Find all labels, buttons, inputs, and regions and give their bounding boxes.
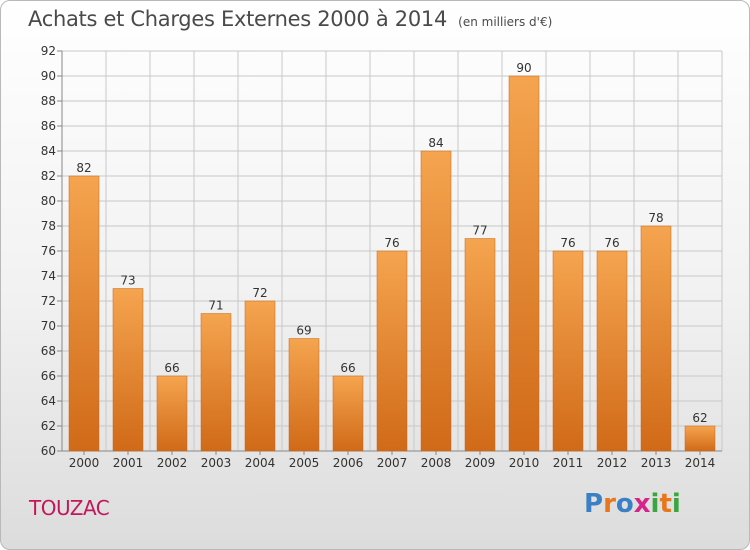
bar-2008 (420, 150, 452, 452)
data-label-2013: 78 (648, 211, 663, 225)
y-tick-label: 72 (41, 294, 56, 308)
data-label-2003: 71 (208, 299, 223, 313)
data-label-2002: 66 (164, 361, 179, 375)
bar-2000 (68, 175, 100, 452)
x-tick-label-2002: 2002 (157, 456, 188, 470)
bar-2006 (332, 375, 364, 452)
bar-2014 (684, 425, 716, 452)
logo-letter: x (633, 489, 651, 519)
x-tick-label-2012: 2012 (597, 456, 628, 470)
logo-letter: t (659, 489, 672, 519)
chart-subtitle: (en milliers d'€) (458, 15, 553, 29)
bar-2001 (112, 288, 144, 452)
data-label-2011: 76 (560, 236, 575, 250)
data-label-2006: 66 (340, 361, 355, 375)
x-tick-label-2011: 2011 (553, 456, 584, 470)
bars (68, 75, 716, 452)
bar-2002 (156, 375, 188, 452)
y-tick-label: 74 (41, 269, 56, 283)
bar-2007 (376, 250, 408, 452)
bar-2005 (288, 338, 320, 452)
data-label-2009: 77 (472, 224, 487, 238)
logo-letter: r (603, 489, 616, 519)
data-label-2005: 69 (296, 324, 311, 338)
data-label-2004: 72 (252, 286, 267, 300)
y-tick-label: 68 (41, 344, 56, 358)
data-label-2010: 90 (516, 61, 531, 75)
bar-2013 (640, 225, 672, 452)
chart-title-block: Achats et Charges Externes 2000 à 2014 (… (28, 7, 552, 31)
y-tick-label: 76 (41, 244, 56, 258)
x-tick-label-2003: 2003 (201, 456, 232, 470)
y-tick-label: 78 (41, 219, 56, 233)
x-tick-label-2004: 2004 (245, 456, 276, 470)
y-tick-label: 62 (41, 419, 56, 433)
bar-2010 (508, 75, 540, 452)
y-tick-label: 90 (41, 69, 56, 83)
y-tick-label: 70 (41, 319, 56, 333)
logo-letter: i (650, 489, 660, 519)
bar-2004 (244, 300, 276, 452)
x-tick-label-2000: 2000 (69, 456, 100, 470)
data-labels: 82 73 66 71 72 69 66 76 84 77 90 76 76 78 62 (76, 61, 707, 425)
bar-2011 (552, 250, 584, 452)
y-tick-label: 82 (41, 169, 56, 183)
bar-2003 (200, 313, 232, 452)
y-tick-label: 66 (41, 369, 56, 383)
x-tick-label-2005: 2005 (289, 456, 320, 470)
y-tick-label: 60 (41, 444, 56, 458)
x-tick-label-2010: 2010 (509, 456, 540, 470)
logo-letter: i (671, 489, 681, 519)
data-label-2007: 76 (384, 236, 399, 250)
data-label-2012: 76 (604, 236, 619, 250)
y-tick-label: 84 (41, 144, 56, 158)
y-tick-label: 86 (41, 119, 56, 133)
data-label-2014: 62 (692, 411, 707, 425)
bar-2012 (596, 250, 628, 452)
x-tick-label-2009: 2009 (465, 456, 496, 470)
city-name: TOUZAC (29, 496, 110, 520)
proxiti-logo: Proxiti (584, 489, 681, 519)
x-tick-label-2014: 2014 (685, 456, 716, 470)
chart-title: Achats et Charges Externes 2000 à 2014 (28, 7, 448, 31)
x-tick-label-2006: 2006 (333, 456, 364, 470)
bar-2009 (464, 238, 496, 452)
x-tick-labels: 2000 2001 2002 2003 2004 2005 2006 2007 2008 2009… (69, 456, 716, 470)
y-tick-labels: 60 62 64 66 68 70 72 74 76 78 80 82 84 86 88 90 92 (41, 44, 56, 458)
data-label-2008: 84 (428, 136, 443, 150)
logo-letter: o (615, 489, 634, 519)
data-label-2001: 73 (120, 274, 135, 288)
y-tick-label: 64 (41, 394, 56, 408)
y-tick-label: 80 (41, 194, 56, 208)
x-tick-label-2013: 2013 (641, 456, 672, 470)
y-tick-label: 92 (41, 44, 56, 58)
x-tick-label-2008: 2008 (421, 456, 452, 470)
y-tick-label: 88 (41, 94, 56, 108)
data-label-2000: 82 (76, 161, 91, 175)
x-tick-label-2007: 2007 (377, 456, 408, 470)
logo-letter: P (584, 489, 604, 519)
x-tick-label-2001: 2001 (113, 456, 144, 470)
